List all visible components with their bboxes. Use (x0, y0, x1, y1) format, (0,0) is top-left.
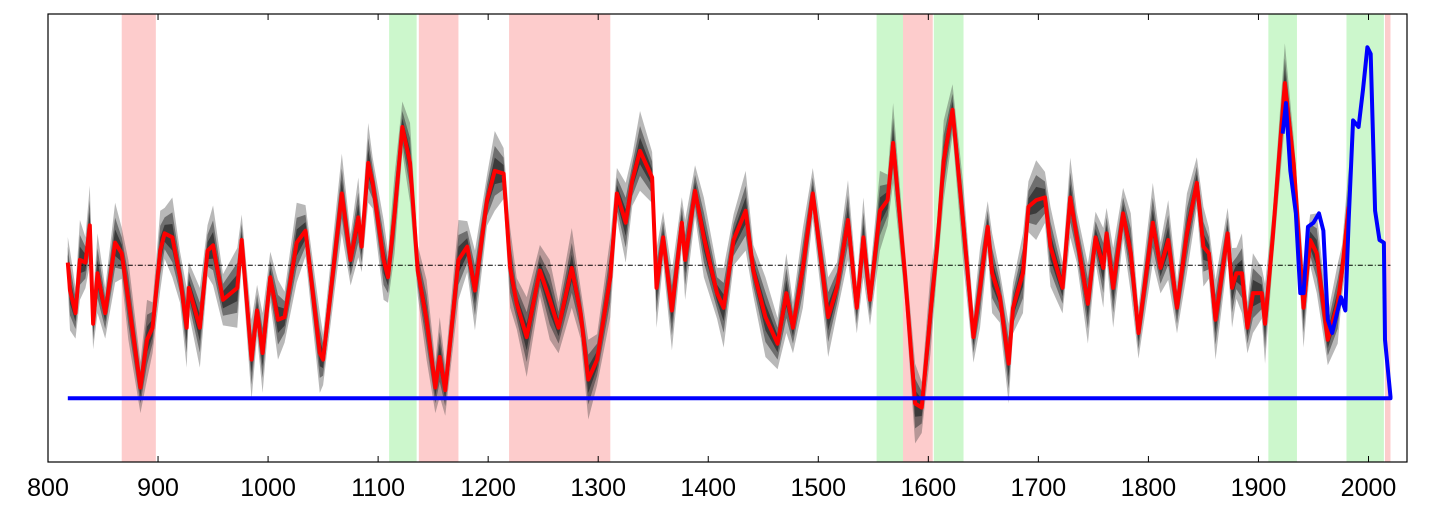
uncertainty-envelope (67, 43, 1349, 444)
x-tick-label: 900 (137, 474, 179, 502)
x-tick-label: 1900 (1231, 474, 1287, 502)
x-tick-label: 1600 (901, 474, 957, 502)
shaded-bands (121, 14, 1391, 462)
x-tick-label: 1500 (790, 474, 846, 502)
x-tick-label: 1800 (1121, 474, 1177, 502)
uncertainty-band (67, 58, 1349, 429)
shaded-band (876, 14, 904, 462)
red-series-line (65, 81, 1351, 410)
blue-series-line (67, 45, 1393, 401)
shaded-band (418, 14, 459, 462)
x-tick-label: 1300 (570, 474, 626, 502)
x-tick-label: 1700 (1011, 474, 1067, 502)
shaded-band (1384, 14, 1391, 462)
x-axis: 800 900 1000 1100 1200 1300 1400 1500 1600 1700 18… (27, 14, 1396, 502)
plot-frame (47, 13, 1408, 463)
x-tick-label: 1000 (240, 474, 296, 502)
x-tick-label: 1400 (680, 474, 736, 502)
series-lines (65, 45, 1393, 410)
x-tick-label: 2000 (1341, 474, 1397, 502)
x-tick-label: 1200 (460, 474, 516, 502)
x-tick-label: 1100 (351, 474, 405, 502)
x-tick-label: 800 (27, 474, 69, 502)
shaded-band (509, 14, 611, 462)
